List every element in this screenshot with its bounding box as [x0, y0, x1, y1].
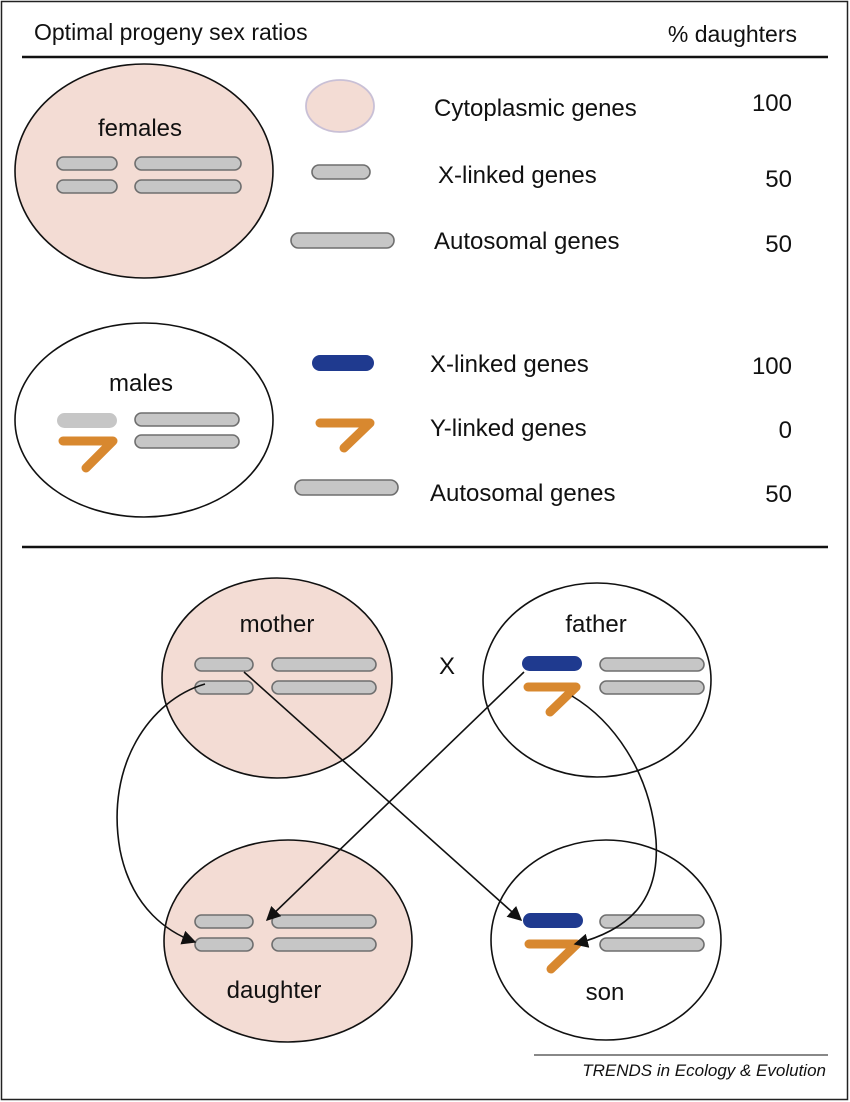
row-value: 50: [765, 166, 792, 193]
male-autosome: [134, 412, 240, 427]
row-label: Cytoplasmic genes: [434, 95, 637, 122]
arrow-father-to-daughter: [265, 671, 525, 921]
male-row-y-linked: Y-linked genes 0: [315, 415, 792, 453]
female-autosome: [134, 156, 242, 171]
mother-autosome: [271, 680, 377, 695]
arrow-mother-to-daughter: [116, 683, 206, 945]
males-label: males: [109, 370, 173, 397]
female-row-cytoplasmic: Cytoplasmic genes 100: [305, 79, 792, 133]
male-x-chromosome: [57, 413, 117, 428]
father-x-chromosome: [522, 656, 582, 671]
son-cell: son: [490, 839, 722, 1041]
female-row-autosomal: Autosomal genes 50: [290, 228, 792, 258]
male-row-autosomal: Autosomal genes 50: [294, 479, 792, 508]
column-header: % daughters: [668, 21, 797, 47]
cytoplasm-icon: [305, 79, 375, 133]
autosome-icon: [294, 479, 399, 496]
mother-x-chromosome: [194, 680, 254, 695]
x-chromosome-blue-icon: [312, 355, 374, 371]
y-chromosome-icon: [315, 418, 375, 453]
female-row-x-linked: X-linked genes 50: [311, 162, 792, 193]
x-chromosome-gray-icon: [311, 164, 371, 180]
male-row-x-linked: X-linked genes 100: [312, 351, 792, 380]
caption: TRENDS in Ecology & Evolution: [582, 1061, 826, 1080]
figure-title: Optimal progeny sex ratios: [34, 19, 308, 45]
arrow-father-to-son: [571, 695, 658, 948]
female-x-chromosome: [56, 156, 118, 171]
row-label: Autosomal genes: [434, 228, 619, 255]
row-value: 100: [752, 90, 792, 117]
row-value: 50: [765, 481, 792, 508]
male-y-chromosome: [58, 436, 118, 473]
son-label: son: [586, 979, 625, 1006]
father-autosome: [599, 680, 705, 695]
male-autosome: [134, 434, 240, 449]
mother-autosome: [271, 657, 377, 672]
daughter-label: daughter: [227, 977, 322, 1004]
son-autosome: [599, 937, 705, 952]
daughter-x-chromosome: [194, 914, 254, 929]
females-cell: females: [14, 63, 274, 279]
female-autosome: [134, 179, 242, 194]
female-x-chromosome: [56, 179, 118, 194]
daughter-x-chromosome: [194, 937, 254, 952]
row-label: Y-linked genes: [430, 415, 587, 442]
autosome-icon: [290, 232, 395, 249]
arrow-mother-to-son: [243, 671, 523, 921]
daughter-autosome: [271, 914, 377, 929]
daughter-autosome: [271, 937, 377, 952]
row-label: Autosomal genes: [430, 480, 615, 507]
row-value: 100: [752, 353, 792, 380]
row-value: 50: [765, 231, 792, 258]
row-label: X-linked genes: [438, 162, 597, 189]
cross-symbol: X: [439, 653, 455, 680]
males-cell: males: [14, 322, 274, 518]
son-x-chromosome: [523, 913, 583, 928]
daughter-cell: daughter: [163, 839, 413, 1043]
mother-label: mother: [240, 611, 315, 638]
father-label: father: [565, 611, 626, 638]
father-cell: father: [482, 582, 712, 778]
row-label: X-linked genes: [430, 351, 589, 378]
females-label: females: [98, 115, 182, 142]
mother-cell: mother: [161, 577, 393, 779]
father-autosome: [599, 657, 705, 672]
father-y-chromosome: [523, 682, 581, 717]
row-value: 0: [779, 417, 792, 444]
son-autosome: [599, 914, 705, 929]
mother-x-chromosome: [194, 657, 254, 672]
